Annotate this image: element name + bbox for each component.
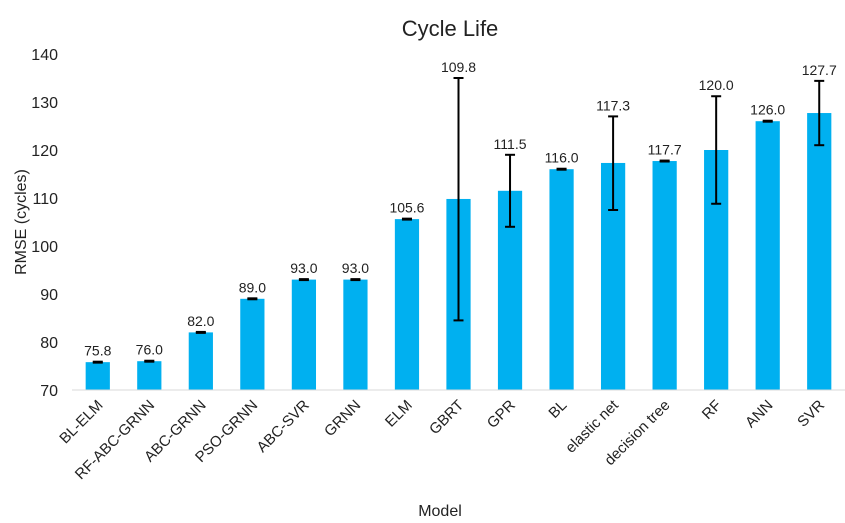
bar (343, 279, 368, 390)
error-bar (608, 115, 619, 211)
error-bar (505, 153, 516, 228)
data-label: 93.0 (290, 260, 317, 276)
y-tick-label: 70 (40, 383, 58, 400)
y-tick-label: 120 (31, 143, 58, 160)
error-bar (247, 297, 258, 301)
bar (291, 279, 317, 390)
category-labels-group: BL-ELMRF-ABC-GRNNABC-GRNNPSO-GRNNABC-SVR… (56, 396, 828, 483)
category-label: BL (545, 397, 570, 422)
error-bar (453, 77, 464, 322)
error-bar (556, 167, 567, 171)
category-label: GBRT (426, 397, 467, 438)
bar (807, 113, 832, 390)
y-tick-label: 110 (32, 191, 58, 208)
category-label: ELM (382, 397, 416, 431)
data-label: 117.7 (648, 142, 682, 158)
bar (652, 161, 677, 390)
data-label: 93.0 (342, 260, 369, 276)
bar (240, 298, 265, 390)
category-label: SVR (794, 397, 828, 431)
y-tick-label: 130 (31, 95, 58, 112)
data-label: 116.0 (545, 150, 579, 166)
data-label: 82.0 (187, 313, 214, 329)
bar (755, 121, 780, 390)
bars-group (85, 113, 832, 390)
error-bar (401, 217, 412, 221)
x-axis-label: Model (418, 503, 462, 520)
error-bar (814, 79, 825, 147)
data-labels-group: 75.8 76.0 82.0 89.0 93.0 93.0 105.6 109.8 111.5 1… (84, 59, 837, 359)
error-bar (92, 360, 103, 364)
y-tick-label: 80 (40, 335, 58, 352)
error-bar (659, 159, 670, 163)
error-bar (350, 278, 361, 282)
data-label: 127.7 (802, 62, 837, 78)
y-tick-label: 100 (31, 239, 58, 256)
category-label: RF (699, 397, 725, 423)
data-label: 76.0 (136, 342, 163, 358)
error-bars-group (92, 77, 825, 364)
data-label: 75.8 (84, 343, 111, 359)
error-bar (762, 119, 773, 123)
data-label: 105.6 (389, 200, 424, 216)
data-label: 126.0 (750, 102, 785, 118)
category-label: GPR (484, 397, 519, 432)
error-bar (144, 359, 155, 363)
data-label: 109.8 (441, 59, 476, 75)
error-bar (298, 278, 309, 282)
chart-title: Cycle Life (402, 16, 499, 41)
y-tick-label: 90 (40, 287, 58, 304)
error-bar (711, 95, 722, 205)
bar (188, 332, 213, 390)
y-tick-label: 140 (31, 47, 58, 64)
bar (394, 219, 420, 390)
y-axis-label: RMSE (cycles) (13, 169, 30, 275)
data-label: 117.3 (596, 97, 630, 113)
error-bar (195, 330, 206, 334)
category-label: GRNN (321, 397, 364, 440)
bar (549, 169, 574, 390)
y-axis-ticks: 70 80 90 100 110 120 130 140 (31, 47, 58, 400)
data-label: 89.0 (239, 279, 266, 295)
data-label: 120.0 (699, 77, 734, 93)
category-label: ABC-SVR (254, 397, 313, 456)
bar (85, 362, 110, 390)
category-label: ANN (742, 397, 776, 431)
data-label: 111.5 (494, 136, 527, 152)
bar (137, 361, 162, 390)
category-label: BL-ELM (56, 397, 106, 447)
